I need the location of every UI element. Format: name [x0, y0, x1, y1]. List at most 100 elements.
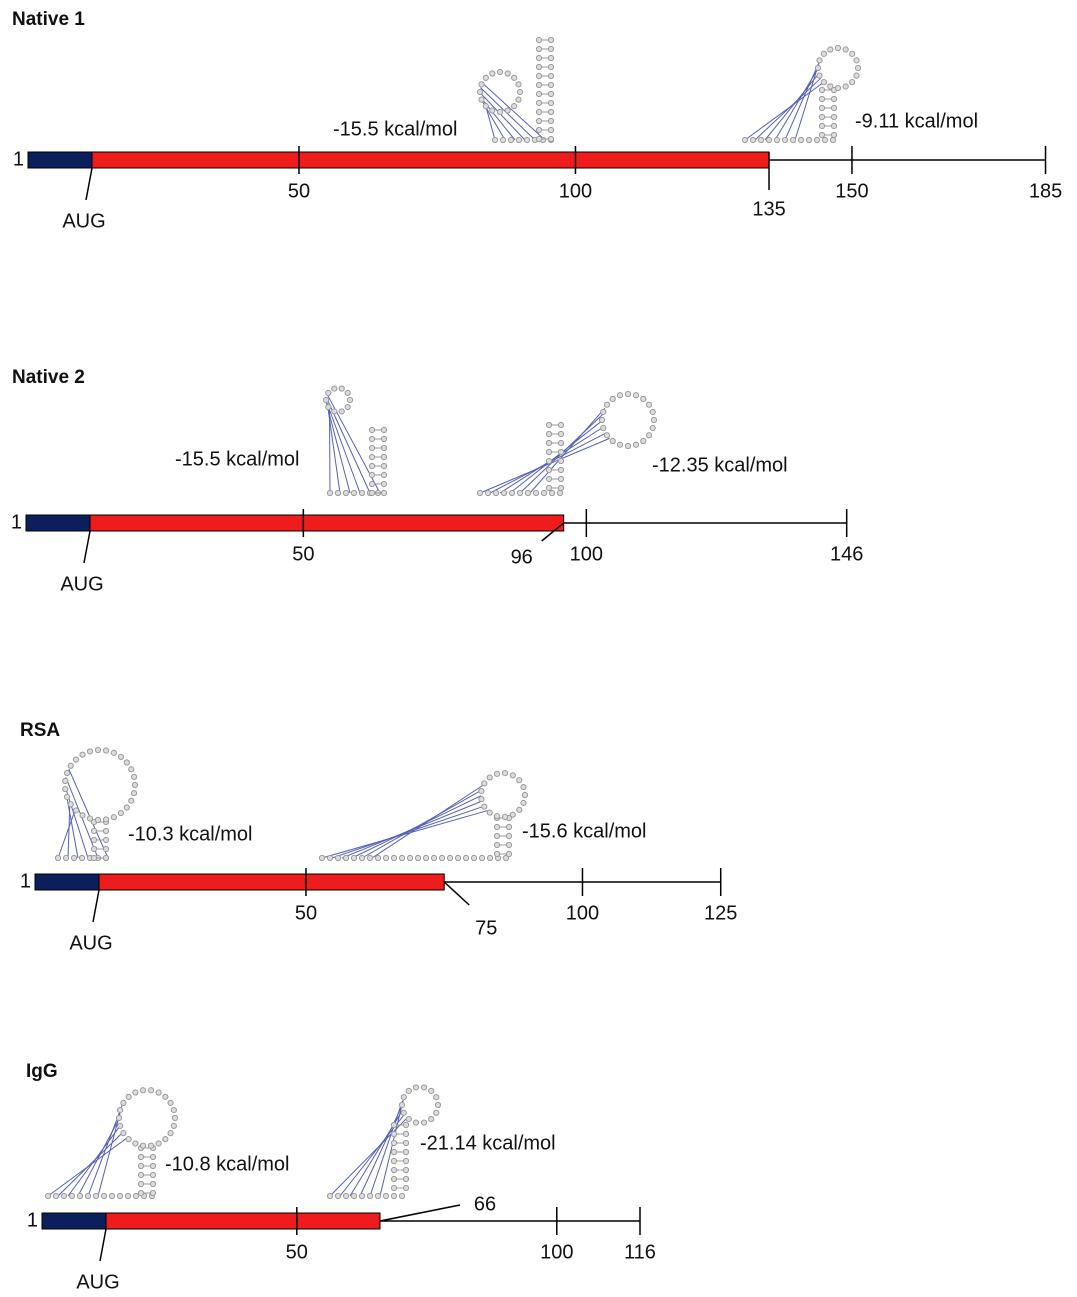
- nucleotide: [774, 137, 779, 142]
- interaction-line: [745, 82, 824, 140]
- interaction-line: [58, 810, 75, 858]
- nucleotide: [133, 1090, 138, 1095]
- tick-label: 146: [830, 543, 863, 565]
- nucleotide: [558, 467, 563, 472]
- nucleotide: [45, 1193, 50, 1198]
- nucleotide: [391, 1131, 396, 1136]
- nucleotide: [548, 127, 553, 132]
- nucleotide: [536, 55, 541, 60]
- nucleotide: [403, 1176, 408, 1181]
- nucleotide: [477, 89, 482, 94]
- nucleotide: [533, 490, 538, 495]
- nucleotide: [855, 65, 860, 70]
- nucleotide: [548, 82, 553, 87]
- nucleotide: [546, 476, 551, 481]
- nucleotide: [558, 440, 563, 445]
- nucleotide: [156, 1141, 161, 1146]
- nucleotide: [359, 490, 364, 495]
- nucleotide: [138, 1172, 143, 1177]
- free-energy-label: -12.35 kcal/mol: [652, 454, 788, 476]
- interaction-line: [370, 1101, 402, 1196]
- nucleotide: [494, 833, 499, 838]
- nucleotide: [646, 433, 651, 438]
- nucleotide: [434, 1095, 439, 1100]
- nucleotide: [536, 127, 541, 132]
- nucleotide: [646, 402, 651, 407]
- nucleotide: [65, 794, 70, 799]
- interaction-line: [362, 790, 482, 858]
- nucleotide: [601, 425, 606, 430]
- aug-pointer: [100, 1229, 106, 1261]
- nucleotide: [505, 71, 510, 76]
- nucleotide: [828, 47, 833, 52]
- nucleotide: [111, 815, 116, 820]
- nucleotide: [548, 109, 553, 114]
- nucleotide: [455, 855, 460, 860]
- nucleotide: [502, 770, 507, 775]
- nucleotide: [53, 1193, 58, 1198]
- nucleotide: [831, 96, 836, 101]
- nucleotide: [815, 65, 820, 70]
- nucleotide: [483, 75, 488, 80]
- nucleotide: [369, 427, 374, 432]
- nucleotide: [339, 386, 344, 391]
- nucleotide: [369, 463, 374, 468]
- nucleotide: [758, 137, 763, 142]
- nucleotide: [359, 1193, 364, 1198]
- nucleotide: [477, 490, 482, 495]
- nucleotide: [854, 73, 859, 78]
- nucleotide: [599, 417, 604, 422]
- nucleotide: [617, 393, 622, 398]
- nucleotide: [494, 851, 499, 856]
- tick-label: 125: [704, 902, 737, 924]
- nucleotide: [71, 855, 76, 860]
- nucleotide: [171, 1123, 176, 1128]
- nucleotide: [546, 467, 551, 472]
- cds-end-label: 66: [474, 1193, 496, 1215]
- nucleotide: [399, 855, 404, 860]
- nucleotide: [819, 96, 824, 101]
- nucleotide: [77, 1193, 82, 1198]
- nucleotide: [429, 1116, 434, 1121]
- nucleotide: [516, 97, 521, 102]
- nucleotide: [536, 91, 541, 96]
- interaction-line: [480, 88, 535, 140]
- start-label: 1: [20, 870, 31, 892]
- nucleotide: [345, 390, 350, 395]
- nucleotide: [150, 1163, 155, 1168]
- nucleotide: [391, 1167, 396, 1172]
- nucleotide: [522, 792, 527, 797]
- aug-pointer: [86, 168, 92, 200]
- tick-label: 100: [559, 180, 592, 202]
- nucleotide: [118, 1123, 123, 1128]
- nucleotide: [103, 828, 108, 833]
- nucleotide: [536, 82, 541, 87]
- nucleotide: [413, 1085, 418, 1090]
- nucleotide: [339, 409, 344, 414]
- interaction-line: [58, 1132, 123, 1196]
- interaction-line: [68, 1126, 120, 1196]
- aug-label: AUG: [62, 210, 105, 232]
- nucleotide: [73, 808, 78, 813]
- nucleotide: [521, 784, 526, 789]
- tick-label: 50: [295, 902, 317, 924]
- nucleotide: [512, 104, 517, 109]
- nucleotide: [546, 485, 551, 490]
- nucleotide: [351, 490, 356, 495]
- nucleotide: [406, 1116, 411, 1121]
- interaction-line: [88, 1112, 120, 1196]
- nucleotide: [140, 1143, 145, 1148]
- nucleotide: [91, 828, 96, 833]
- nucleotide: [641, 396, 646, 401]
- nucleotide: [381, 427, 386, 432]
- nucleotide: [121, 1100, 126, 1105]
- nucleotide: [129, 798, 134, 803]
- nucleotide: [510, 812, 515, 817]
- nucleotide: [548, 118, 553, 123]
- cds: [106, 1213, 380, 1229]
- nucleotide: [55, 855, 60, 860]
- nucleotide: [163, 1094, 168, 1099]
- tick-label: 100: [566, 902, 599, 924]
- nucleotide: [359, 855, 364, 860]
- nucleotide: [118, 754, 123, 759]
